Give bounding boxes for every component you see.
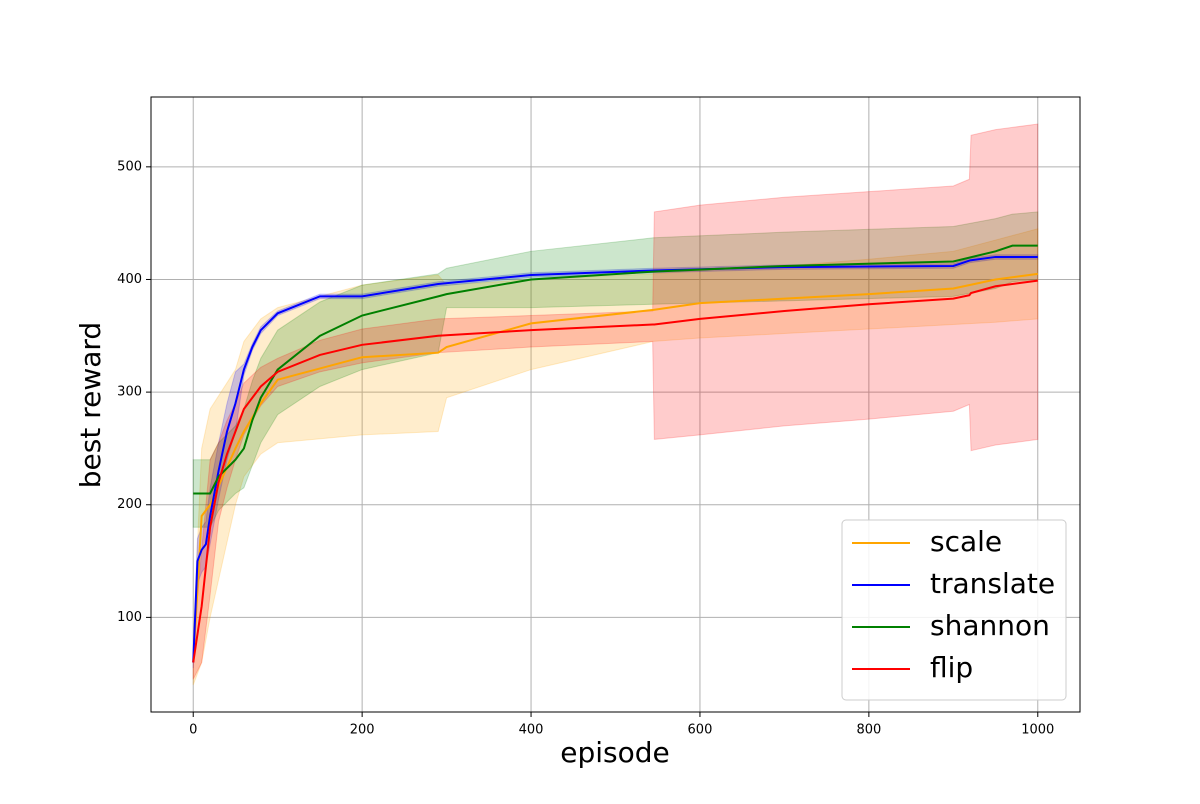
legend-box: [841, 519, 1067, 701]
y-tick-label: 300: [117, 385, 142, 400]
error-band: [192, 211, 1039, 528]
y-tick-label: 100: [117, 610, 142, 625]
error-band: [192, 228, 1039, 686]
legend: scale translate shannon flip: [841, 519, 1067, 701]
line: [192, 279, 1038, 663]
x-tick-label: 400: [519, 723, 544, 738]
x-tick-label: 600: [688, 723, 713, 738]
line: [192, 272, 1038, 663]
line: [192, 255, 1038, 663]
x-tick-label: 800: [856, 723, 881, 738]
error-band: [192, 254, 1039, 669]
y-tick-label: 400: [117, 272, 142, 287]
legend-label: shannon: [930, 609, 1050, 642]
legend-label: flip: [930, 651, 973, 684]
x-tick-label: 1000: [1021, 723, 1054, 738]
line: [193, 244, 1038, 495]
x-axis-label: episode: [560, 736, 670, 769]
plot-frame: [150, 96, 1081, 713]
legend-label: scale: [930, 525, 1002, 558]
x-tick-label: 0: [189, 723, 197, 738]
y-tick-label: 200: [117, 497, 142, 512]
y-axis-label: best reward: [74, 322, 107, 488]
x-tick-label: 200: [350, 723, 375, 738]
y-tick-label: 500: [117, 159, 142, 174]
legend-label: translate: [930, 567, 1055, 600]
